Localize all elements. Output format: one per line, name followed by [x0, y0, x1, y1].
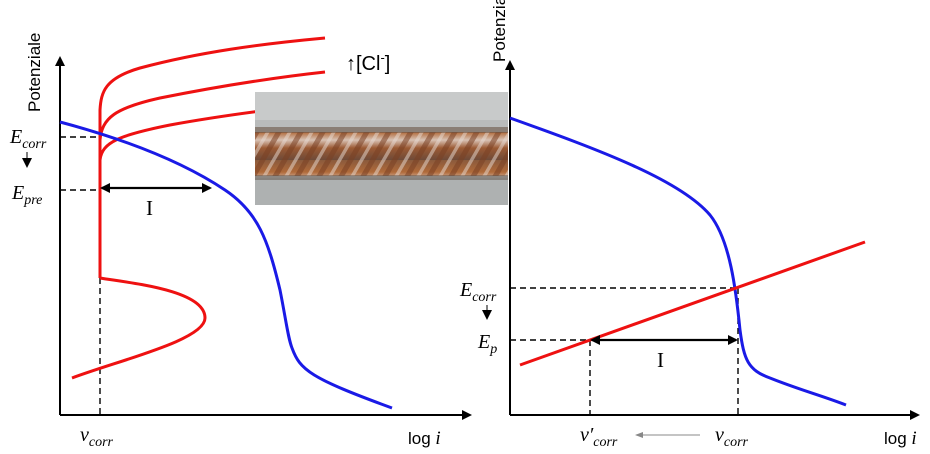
v-corr-label: vcorr	[715, 424, 749, 450]
e-pre-label: Epre	[11, 182, 42, 208]
v-corr-label: vcorr	[80, 424, 114, 450]
symbol: v′	[580, 424, 594, 446]
subscript: corr	[724, 435, 749, 450]
chloride-label: ↑[Cl-]	[346, 50, 390, 75]
interval-label: I	[146, 196, 153, 220]
symbol: E	[9, 126, 22, 148]
subscript: p	[489, 342, 497, 357]
subscript: pre	[23, 193, 42, 208]
photo-concrete	[255, 92, 508, 120]
x-axis-label: log i	[884, 428, 917, 449]
x-axis-variable: i	[911, 428, 916, 449]
e-corr-label: Ecorr	[459, 279, 497, 305]
prefix: ↑[Cl	[346, 53, 380, 75]
photo-shadow	[255, 127, 508, 133]
x-axis-variable: i	[435, 428, 440, 449]
symbol: v	[715, 424, 724, 446]
suffix: ]	[385, 53, 391, 75]
rebar-photo	[255, 92, 508, 205]
cathodic-curve	[72, 278, 205, 378]
subscript: corr	[89, 435, 114, 450]
x-axis-text: log	[408, 429, 431, 448]
symbol: E	[11, 182, 24, 204]
symbol: E	[459, 279, 472, 301]
cathodic-curve	[510, 118, 846, 405]
photo-shadow	[255, 175, 508, 180]
subscript: corr	[472, 290, 497, 305]
y-axis-label: Potenziale	[490, 0, 509, 62]
diagram: Potenziale log i I Ecorr Epre vcorr ↑[Cl…	[0, 0, 930, 454]
anodic-line	[520, 242, 865, 365]
subscript: corr	[593, 435, 618, 450]
photo-bar	[255, 132, 508, 176]
subscript: corr	[22, 137, 47, 152]
right-panel: Potenziale log i I Ecorr Ep v′corr vcorr	[459, 0, 918, 450]
y-axis-label: Potenziale	[25, 33, 44, 112]
x-axis-text: log	[884, 429, 907, 448]
v-corr-prime-label: v′corr	[580, 424, 618, 450]
interval-label: I	[657, 348, 664, 372]
x-axis-label: log i	[408, 428, 441, 449]
e-p-label: Ep	[477, 331, 497, 357]
symbol: v	[80, 424, 89, 446]
symbol: E	[477, 331, 490, 353]
e-corr-label: Ecorr	[9, 126, 47, 152]
photo-concrete	[255, 178, 508, 205]
